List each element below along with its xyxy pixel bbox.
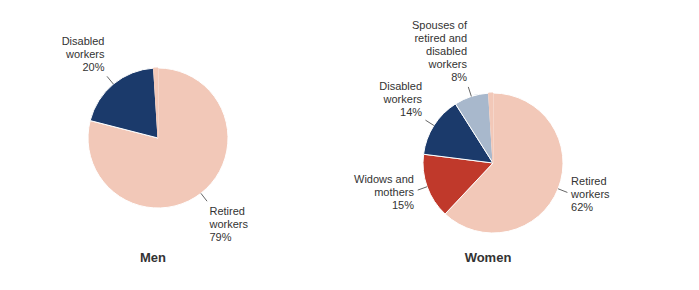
svg-text:Retiredworkers79%: Retiredworkers79% <box>208 205 248 243</box>
html-text:Women: Women <box>464 250 512 265</box>
svg-text:Retiredworkers62%: Retiredworkers62% <box>570 175 610 213</box>
svg-text:Spouses ofretired anddisabledw: Spouses ofretired anddisabledworkers8% <box>412 19 468 83</box>
svg-text:Disabledworkers14%: Disabledworkers14% <box>379 80 422 118</box>
html-text:Men: Men <box>140 250 166 265</box>
svg-text:Widows andmothers15%: Widows andmothers15% <box>354 173 414 211</box>
svg-text:Disabledworkers20%: Disabledworkers20% <box>62 35 105 73</box>
